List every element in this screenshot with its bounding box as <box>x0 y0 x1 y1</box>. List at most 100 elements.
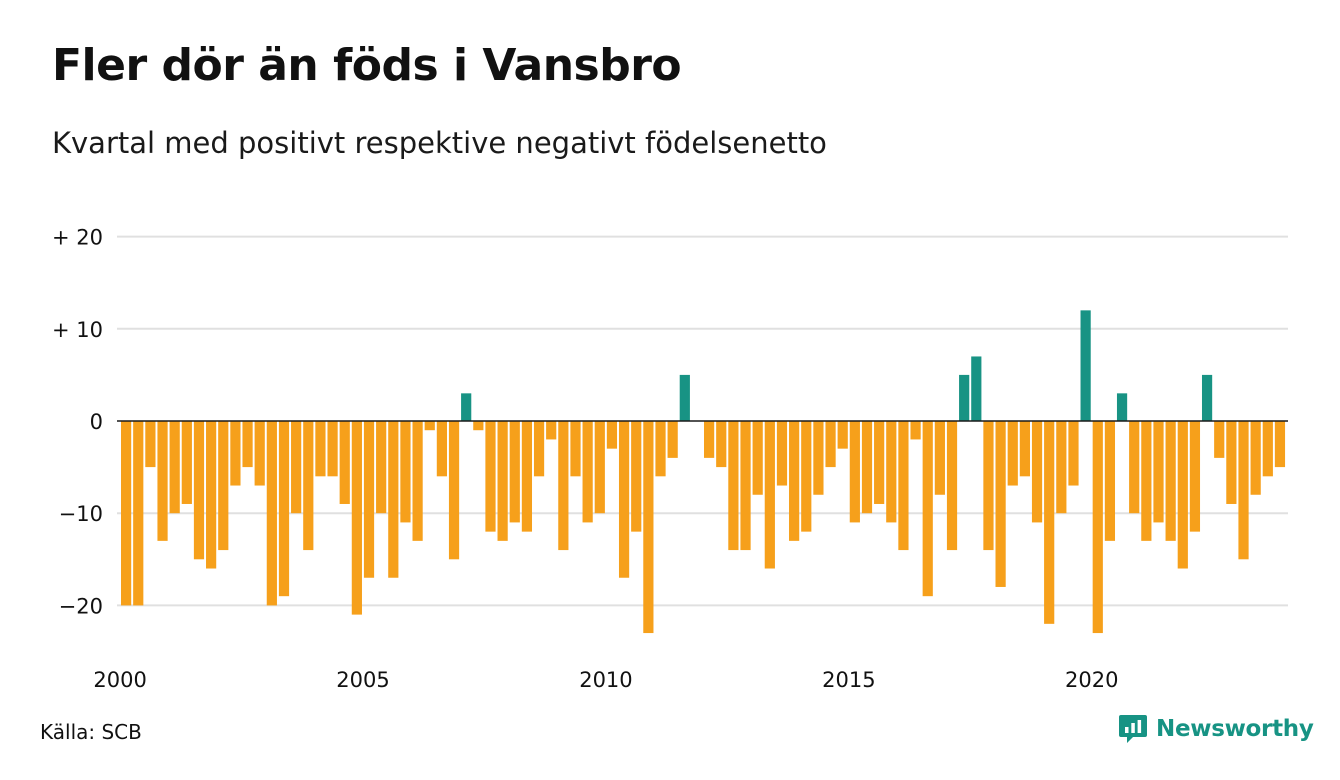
bar-negative <box>145 421 156 468</box>
bar-negative <box>327 421 338 477</box>
bar-negative <box>570 421 581 477</box>
y-axis-ticks: + 20 + 10 0 −10 −20 <box>52 226 103 619</box>
x-axis-ticks: 2000 2005 2010 2015 2020 <box>93 668 1118 692</box>
bar-negative <box>776 421 788 486</box>
bar-negative <box>400 421 411 523</box>
bar-positive <box>679 374 690 421</box>
bar-negative <box>618 421 630 578</box>
bar-negative <box>157 421 168 541</box>
bar-negative <box>886 421 897 523</box>
bar-negative <box>133 421 144 606</box>
bar-negative <box>837 421 848 449</box>
bar-negative <box>121 421 132 606</box>
bar-negative <box>716 421 727 468</box>
bar-negative <box>898 421 909 551</box>
bar-negative <box>1226 421 1237 504</box>
bar-negative <box>813 421 824 495</box>
bar-negative <box>1129 421 1140 514</box>
chart-subtitle: Kvartal med positivt respektive negativt… <box>52 126 827 160</box>
bar-negative <box>655 421 666 477</box>
bar-negative <box>849 421 860 523</box>
bar-negative <box>1092 421 1103 634</box>
bar-negative <box>1056 421 1067 514</box>
bar-negative <box>339 421 350 504</box>
bar-negative <box>412 421 423 541</box>
bar-negative <box>558 421 569 551</box>
bar-negative <box>606 421 618 449</box>
bar-negative <box>667 421 678 458</box>
y-tick-label: 0 <box>90 410 103 434</box>
bar-negative <box>218 421 229 551</box>
bar-negative <box>922 421 933 597</box>
chart-title: Fler dör än föds i Vansbro <box>52 40 682 91</box>
y-tick-label: + 20 <box>52 226 103 250</box>
bar-negative <box>193 421 205 560</box>
bar-positive <box>959 374 970 421</box>
bar-negative <box>1214 421 1225 458</box>
bar-positive <box>461 393 472 421</box>
bar-negative <box>303 421 314 551</box>
x-tick-label: 2000 <box>93 668 146 692</box>
bar-negative <box>1189 421 1201 532</box>
bar-negative <box>582 421 593 523</box>
bar-negative <box>594 421 605 514</box>
bar-chart: + 20 + 10 0 −10 −20 2000 2005 2010 2015 2020 <box>52 226 1288 692</box>
bar-positive <box>1201 374 1213 421</box>
bar-negative <box>874 421 885 504</box>
bar-negative <box>1104 421 1116 541</box>
bar-negative <box>995 421 1006 587</box>
bar-negative <box>1250 421 1261 495</box>
bar-negative <box>631 421 642 532</box>
bar-negative <box>764 421 775 569</box>
bar-negative <box>910 421 921 440</box>
bar-negative <box>1262 421 1273 477</box>
bar-negative <box>861 421 873 514</box>
bar-negative <box>351 421 362 615</box>
bar-negative <box>752 421 763 495</box>
bar-negative <box>363 421 375 578</box>
bar-negative <box>934 421 945 495</box>
bar-negative <box>521 421 533 532</box>
brand-name: Newsworthy <box>1156 716 1314 742</box>
bar-negative <box>983 421 994 551</box>
bars <box>121 310 1286 634</box>
x-tick-label: 2015 <box>822 668 875 692</box>
bar-negative <box>704 421 715 458</box>
bar-negative <box>242 421 253 468</box>
bar-negative <box>1044 421 1055 624</box>
bar-negative <box>278 421 290 597</box>
bar-negative <box>789 421 800 541</box>
bar-negative <box>1165 421 1176 541</box>
bar-negative <box>436 421 447 477</box>
bar-negative <box>1007 421 1018 486</box>
newsworthy-logo-icon <box>1119 715 1147 743</box>
bar-negative <box>1031 421 1043 523</box>
bar-negative <box>376 421 387 514</box>
x-tick-label: 2010 <box>579 668 632 692</box>
bar-negative <box>230 421 241 486</box>
bar-negative <box>169 421 180 514</box>
y-tick-label: −20 <box>59 594 103 618</box>
bar-negative <box>181 421 192 504</box>
bar-negative <box>485 421 496 532</box>
bar-negative <box>801 421 812 532</box>
x-tick-label: 2005 <box>336 668 389 692</box>
bar-negative <box>546 421 557 440</box>
bar-positive <box>1116 393 1128 421</box>
bar-negative <box>825 421 836 468</box>
bar-negative <box>448 421 460 560</box>
x-tick-label: 2020 <box>1065 668 1118 692</box>
bar-negative <box>1274 421 1286 468</box>
bar-negative <box>1177 421 1188 569</box>
bar-negative <box>266 421 277 606</box>
bar-negative <box>473 421 484 431</box>
bar-negative <box>1238 421 1249 560</box>
bar-negative <box>740 421 751 551</box>
bar-negative <box>497 421 508 541</box>
bar-negative <box>728 421 739 551</box>
bar-negative <box>424 421 435 431</box>
bar-negative <box>1068 421 1079 486</box>
bar-positive <box>971 356 982 421</box>
bar-negative <box>291 421 302 514</box>
bar-negative <box>1153 421 1164 523</box>
